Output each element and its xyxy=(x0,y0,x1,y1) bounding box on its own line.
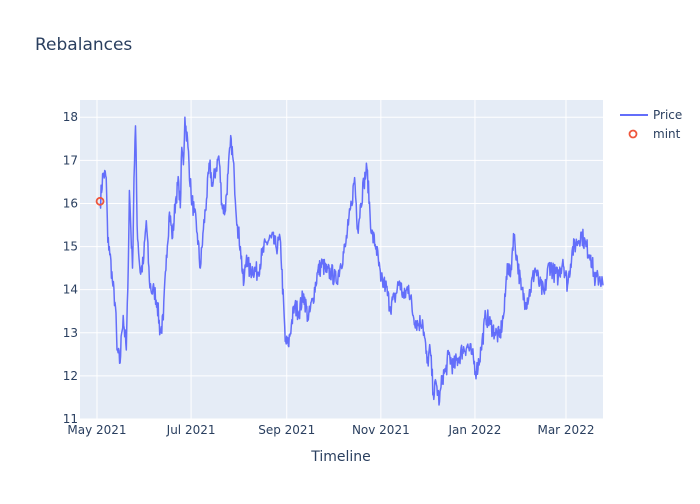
y-tick-label: 13 xyxy=(63,326,78,340)
y-tick-label: 17 xyxy=(63,153,78,167)
y-tick-label: 11 xyxy=(63,412,78,426)
x-tick-label: May 2021 xyxy=(67,423,126,437)
y-axis-ticks: 11 12 13 14 15 16 17 18 xyxy=(63,110,78,426)
y-tick-label: 16 xyxy=(63,196,78,210)
legend-label: mint xyxy=(653,127,681,141)
x-tick-label: Nov 2021 xyxy=(352,423,410,437)
chart-title: Rebalances xyxy=(35,35,132,55)
plot-area xyxy=(80,100,603,419)
y-tick-label: 12 xyxy=(63,369,78,383)
legend[interactable]: Price mint xyxy=(620,108,682,141)
x-tick-label: Sep 2021 xyxy=(258,423,315,437)
series-marker-mint xyxy=(95,196,105,206)
x-axis-ticks: May 2021 Jul 2021 Sep 2021 Nov 2021 Jan 2022… xyxy=(67,423,594,437)
x-tick-label: Mar 2022 xyxy=(537,423,594,437)
y-tick-label: 18 xyxy=(63,110,78,124)
series-line-price xyxy=(99,116,604,406)
y-tick-label: 15 xyxy=(63,240,78,254)
grid xyxy=(80,100,603,420)
series-layer xyxy=(95,116,604,406)
legend-item-price[interactable]: Price xyxy=(620,108,682,122)
legend-label: Price xyxy=(653,108,682,122)
y-tick-label: 14 xyxy=(63,283,78,297)
x-tick-label: Jul 2021 xyxy=(166,423,216,437)
x-axis-label: Timeline xyxy=(310,449,371,465)
legend-item-mint[interactable]: mint xyxy=(628,127,681,141)
x-tick-label: Jan 2022 xyxy=(448,423,502,437)
legend-marker-symbol xyxy=(628,129,638,139)
